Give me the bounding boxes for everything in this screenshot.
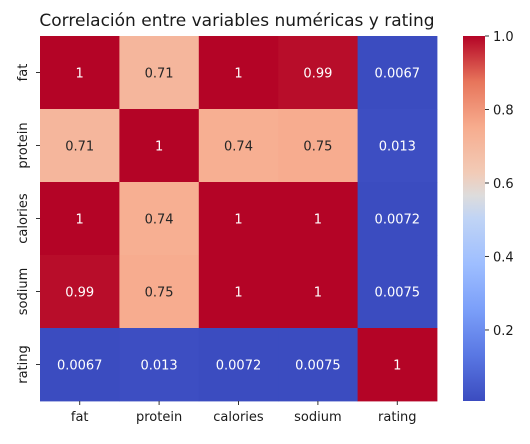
cell-value-label: 0.0067 [57,359,103,374]
cell-value-label: 0.71 [65,140,94,155]
x-tick-label: calories [213,410,264,425]
colorbar-ticks: 0.2 0.4 0.6 0.8 1.0 [485,30,514,339]
cell-value-label: 1 [76,213,84,228]
x-tick-label: rating [378,410,417,425]
colorbar-tick-label: 0.8 [493,103,514,118]
cell-value-label: 1 [155,140,163,155]
x-tick-label: protein [136,410,182,425]
colorbar-tick-label: 0.4 [493,250,514,265]
cell-value-label: 0.0075 [375,286,421,301]
cell-value-label: 1 [76,67,84,82]
y-tick-label: fat [16,64,31,82]
cell-value-label: 0.013 [140,359,177,374]
cell-value-label: 1 [234,286,242,301]
colorbar-tick-label: 0.6 [493,177,514,192]
y-tick-label: sodium [16,268,31,316]
cell-value-label: 0.0067 [375,67,421,82]
y-tick-label: protein [16,122,31,168]
y-tick-label: calories [16,193,31,244]
cell-value-label: 0.0075 [295,359,341,374]
cell-value-label: 0.99 [65,286,94,301]
cell-value-label: 0.74 [145,213,174,228]
colorbar-gradient [463,36,485,401]
colorbar: 0.2 0.4 0.6 0.8 1.0 [463,30,514,401]
y-tick-label: rating [16,345,31,384]
cell-value-label: 0.0072 [375,213,421,228]
cell-value-label: 1 [314,213,322,228]
cell-value-label: 0.99 [303,67,332,82]
cell-value-label: 0.74 [224,140,253,155]
y-axis: fat protein calories sodium rating [16,64,40,384]
x-axis: fat protein calories sodium rating [71,401,417,425]
cell-value-label: 0.0072 [216,359,262,374]
cell-value-label: 1 [393,359,401,374]
cell-value-label: 0.71 [145,67,174,82]
heatmap-cells: 1 0.71 1 0.99 0.0067 0.71 1 0.74 0.75 0.013 1 0.74 1… [40,36,437,401]
cell-value-label: 0.75 [303,140,332,155]
cell-value-label: 1 [234,213,242,228]
cell-value-label: 0.013 [379,140,416,155]
cell-value-label: 1 [234,67,242,82]
x-tick-label: fat [71,410,89,425]
colorbar-tick-label: 1.0 [493,30,514,45]
chart-title: Correlación entre variables numéricas y … [39,11,434,31]
cell-value-label: 0.75 [145,286,174,301]
x-tick-label: sodium [294,410,342,425]
colorbar-tick-label: 0.2 [493,324,514,339]
cell-value-label: 1 [314,286,322,301]
